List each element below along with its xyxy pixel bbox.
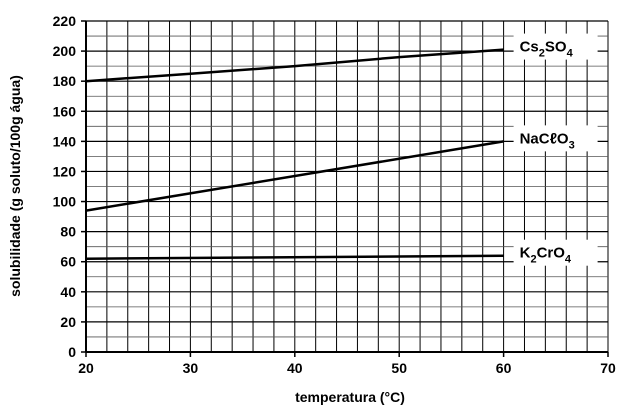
y-tick-label: 180 xyxy=(53,73,77,89)
series-line-cs2so4 xyxy=(85,48,504,83)
y-tick-label: 40 xyxy=(60,284,76,300)
y-tick-label: 200 xyxy=(53,43,77,59)
x-tick-label: 60 xyxy=(496,360,512,376)
y-axis-title: solubilidade (g soluto/100g água) xyxy=(7,75,23,297)
series-label-k2cro4: K2CrO4 xyxy=(520,245,572,266)
series-line-k2cro4 xyxy=(85,254,504,260)
y-tick-label: 220 xyxy=(53,13,77,29)
series-line-nacℓo3 xyxy=(85,140,504,212)
y-tick-label: 80 xyxy=(60,224,76,240)
x-tick-label: 50 xyxy=(391,360,407,376)
grid xyxy=(85,20,609,353)
y-tick-label: 100 xyxy=(53,194,77,210)
series-label-background xyxy=(513,239,598,266)
series-label-nacℓo3: NaCℓO3 xyxy=(520,130,575,151)
y-tick-label: 60 xyxy=(60,254,76,270)
x-tick-label: 70 xyxy=(600,360,616,376)
y-tick-label: 160 xyxy=(53,103,77,119)
y-tick-label: 120 xyxy=(53,163,77,179)
series-label-background xyxy=(513,125,598,152)
axes xyxy=(81,20,609,357)
tick-labels: 20 30 40 50 60 700204060801001201401601802002… xyxy=(53,13,616,376)
series xyxy=(85,48,504,260)
x-tick-label: 40 xyxy=(287,360,303,376)
series-labels: Cs2SO4 NaCℓO3 K2CrO4 xyxy=(513,33,598,266)
series-label-cs2so4: Cs2SO4 xyxy=(520,39,574,60)
y-tick-label: 0 xyxy=(68,344,76,360)
x-tick-label: 30 xyxy=(183,360,199,376)
y-tick-label: 140 xyxy=(53,133,77,149)
y-tick-label: 20 xyxy=(60,314,76,330)
x-tick-label: 20 xyxy=(78,360,94,376)
x-axis-title: temperatura (°C) xyxy=(295,389,405,405)
series-label-background xyxy=(513,33,598,60)
